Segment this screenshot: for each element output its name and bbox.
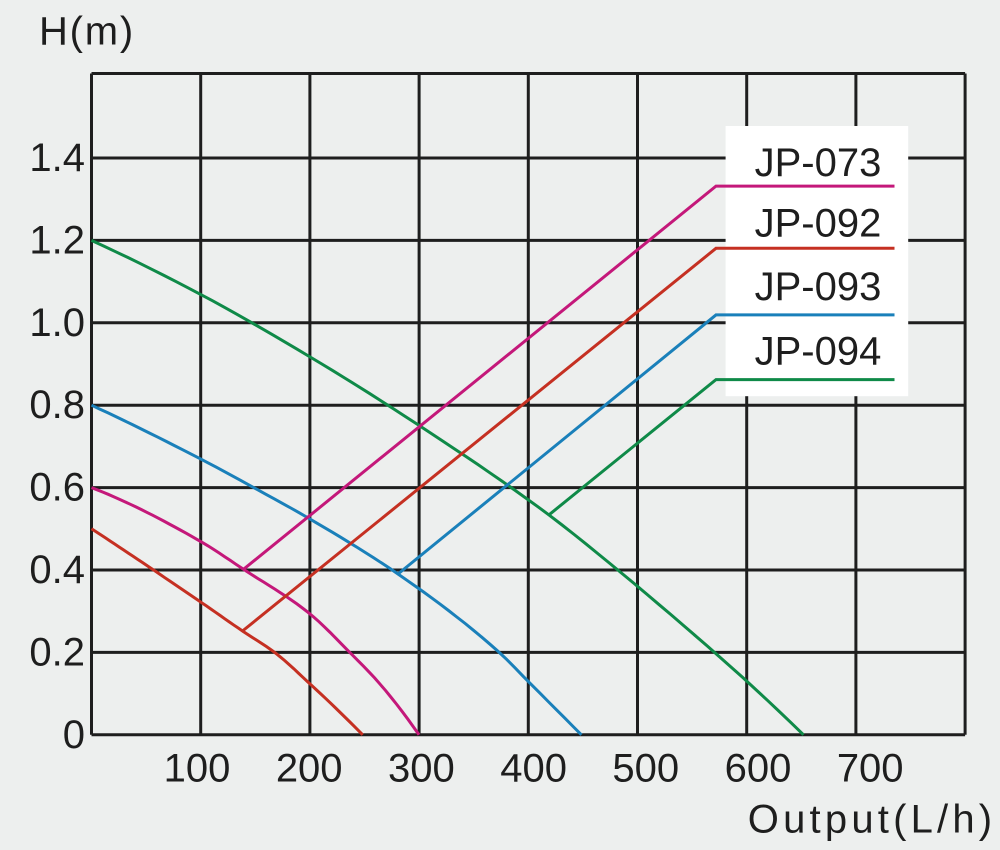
svg-text:JP-093: JP-093	[755, 265, 882, 309]
svg-text:200: 200	[276, 747, 343, 791]
svg-text:JP-092: JP-092	[755, 202, 882, 246]
svg-text:1.2: 1.2	[29, 218, 85, 262]
svg-text:700: 700	[837, 747, 904, 791]
svg-text:1.4: 1.4	[29, 136, 85, 180]
svg-text:JP-073: JP-073	[755, 141, 882, 185]
svg-text:600: 600	[725, 747, 792, 791]
svg-text:0.8: 0.8	[29, 383, 85, 427]
svg-text:1.0: 1.0	[29, 301, 85, 345]
svg-text:0.2: 0.2	[29, 630, 85, 674]
svg-text:0.4: 0.4	[29, 548, 85, 592]
svg-text:H(m): H(m)	[39, 10, 135, 54]
svg-text:500: 500	[612, 747, 679, 791]
svg-text:Output(L/h): Output(L/h)	[748, 798, 997, 842]
svg-text:JP-094: JP-094	[755, 330, 882, 374]
svg-text:300: 300	[388, 747, 455, 791]
svg-text:0.6: 0.6	[29, 466, 85, 510]
svg-text:400: 400	[500, 747, 567, 791]
svg-text:0: 0	[63, 713, 85, 757]
svg-text:100: 100	[164, 747, 231, 791]
